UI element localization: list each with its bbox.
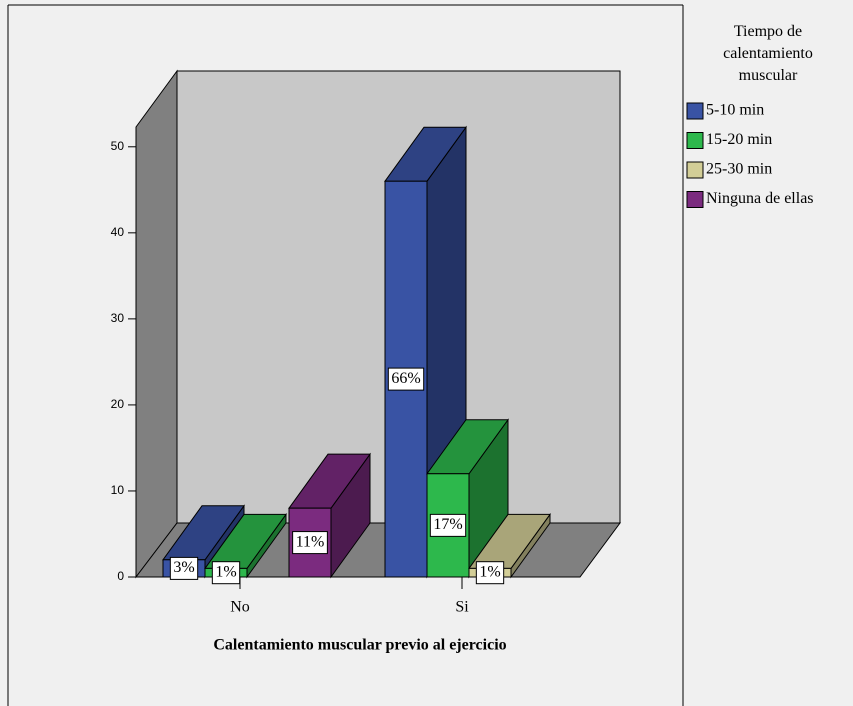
side-wall [135, 69, 178, 579]
x-tick-label: No [230, 599, 250, 616]
value-label: 3% [173, 559, 194, 576]
value-label-box [387, 367, 425, 391]
x-tick-label: Si [455, 599, 469, 616]
legend-swatch [686, 161, 704, 179]
value-label-box [169, 556, 199, 580]
value-label-box [429, 513, 467, 537]
value-label-box [211, 561, 241, 585]
legend-label: 5-10 min [706, 102, 764, 119]
value-label: 11% [296, 533, 325, 550]
legend-label: 25-30 min [706, 161, 772, 178]
y-tick-label: 50 [111, 139, 125, 153]
legend-label: 15-20 min [706, 131, 772, 148]
legend-swatch [686, 191, 704, 208]
legend-swatch [686, 132, 704, 149]
value-label: 66% [391, 370, 420, 387]
value-label-box [292, 531, 328, 555]
y-tick-label: 20 [111, 397, 125, 411]
legend-label: Ninguna de ellas [706, 190, 814, 207]
value-label: 17% [433, 516, 462, 533]
legend-swatch [686, 102, 704, 120]
value-label: 1% [215, 563, 236, 580]
x-axis-title: Calentamiento muscular previo al ejercic… [213, 637, 506, 654]
y-tick-label: 30 [111, 311, 125, 325]
y-tick-label: 10 [111, 483, 125, 497]
y-tick-label: 0 [117, 569, 124, 583]
y-tick-label: 40 [111, 225, 125, 239]
legend-title: Tiempo de calentamiento muscular [723, 23, 813, 84]
value-label-box [475, 561, 505, 585]
value-label: 1% [479, 563, 500, 580]
